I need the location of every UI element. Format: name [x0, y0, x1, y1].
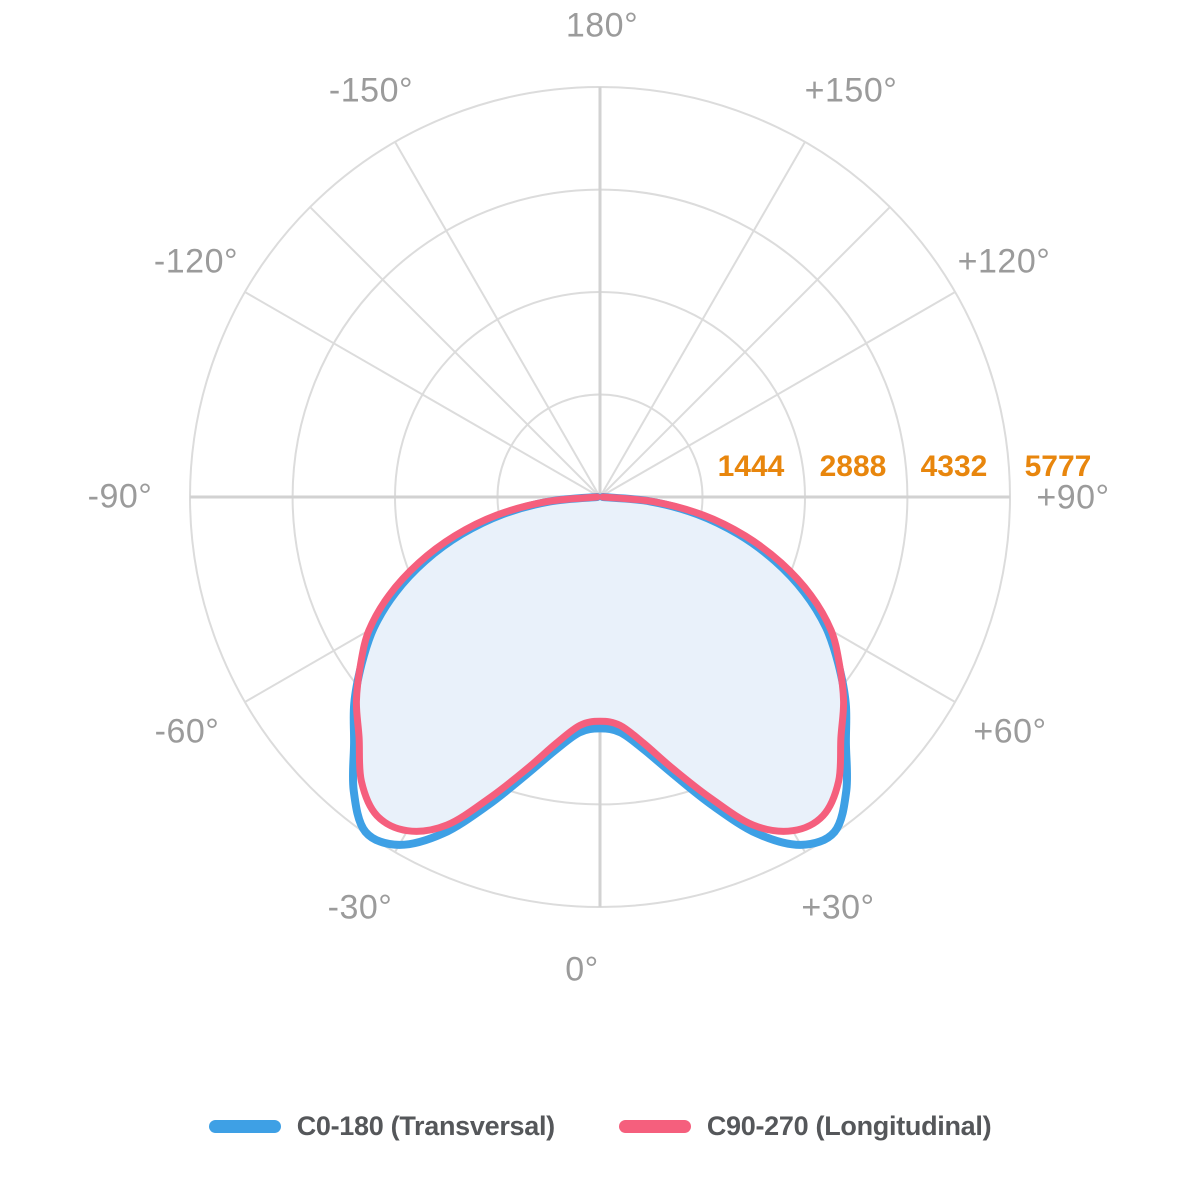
angle-label-0: 0° — [565, 950, 599, 989]
polar-chart — [189, 86, 1011, 908]
grid-spoke-135deg — [599, 206, 891, 498]
distribution-fill-area — [356, 497, 844, 832]
angle-label--90: -90° — [87, 477, 153, 516]
grid-spoke--135deg — [309, 206, 601, 498]
angle-label--60: -60° — [154, 712, 220, 751]
angle-label--120: -120° — [153, 242, 239, 281]
legend-label-c90-270: C90-270 (Longitudinal) — [706, 1110, 992, 1141]
legend: C0-180 (Transversal) C90-270 (Longitudin… — [0, 1098, 1200, 1154]
angle-label-150: +150° — [804, 71, 898, 110]
radial-tick-label-4332: 4332 — [920, 450, 988, 483]
grid-spoke--120deg — [244, 291, 601, 498]
legend-label-c0-180: C0-180 (Transversal) — [296, 1110, 555, 1141]
radial-tick-label-1444: 1444 — [717, 450, 785, 483]
radial-tick-label-2888: 2888 — [819, 450, 887, 483]
series-c90-270-curve — [352, 493, 848, 835]
grid-spoke-120deg — [599, 291, 956, 498]
grid-spoke-150deg — [599, 141, 806, 498]
angle-label-30: +30° — [801, 888, 875, 927]
angle-label-120: +120° — [957, 242, 1051, 281]
angle-label-180: 180° — [565, 6, 639, 45]
legend-item-c0-180[interactable]: C0-180 (Transversal) — [208, 1110, 555, 1142]
legend-item-c90-270[interactable]: C90-270 (Longitudinal) — [618, 1110, 992, 1142]
grid-spoke--150deg — [394, 141, 601, 498]
radial-tick-label-5777: 5777 — [1024, 450, 1092, 483]
angle-label--150: -150° — [328, 71, 414, 110]
angle-label--30: -30° — [327, 888, 393, 927]
legend-swatch-c0-180-icon — [208, 1119, 281, 1133]
angle-label-90: +90° — [1036, 478, 1110, 517]
angle-label-60: +60° — [973, 712, 1047, 751]
legend-swatch-c90-270-icon — [618, 1119, 691, 1133]
